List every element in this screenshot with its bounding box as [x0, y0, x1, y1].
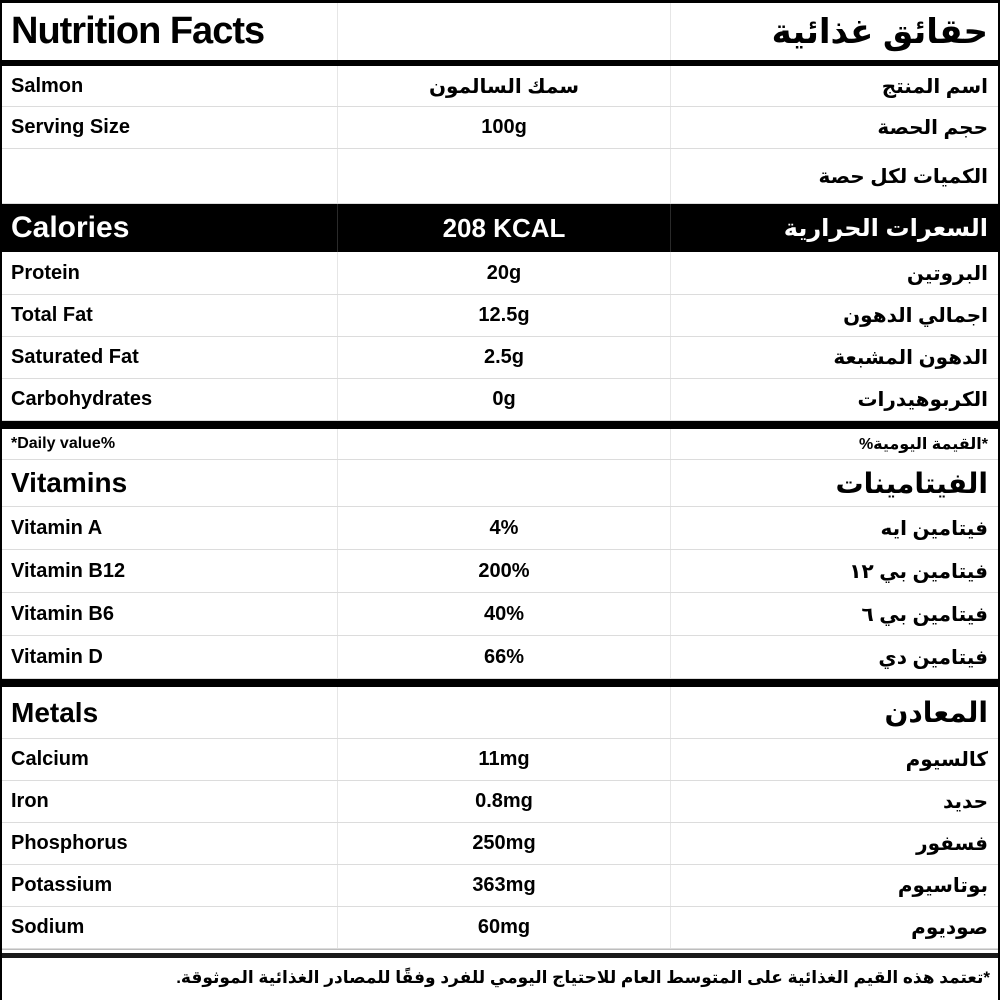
calories-label-ar: السعرات الحرارية	[783, 214, 988, 242]
calories-value: 208 KCAL	[337, 204, 671, 252]
row-saturated-fat: Saturated Fat 2.5g الدهون المشبعة	[2, 337, 998, 379]
divider-header	[2, 60, 998, 66]
protein-value: 20g	[337, 252, 671, 294]
row-amounts-per-serving: الكميات لكل حصة	[2, 149, 998, 204]
row-vitamin-b12: Vitamin B12 200% فيتامين بي ١٢	[2, 550, 998, 593]
row-serving-size: Serving Size 100g حجم الحصة	[2, 107, 998, 149]
row-total-fat: Total Fat 12.5g اجمالي الدهون	[2, 295, 998, 337]
protein-label-en: Protein	[11, 261, 80, 284]
daily-value-spacer	[337, 429, 671, 459]
amounts-value	[337, 149, 671, 203]
row-metals-heading: Metals المعادن	[2, 687, 998, 739]
row-iron: Iron 0.8mg حديد	[2, 781, 998, 823]
sodium-value: 60mg	[337, 907, 671, 948]
saturated-fat-label-en: Saturated Fat	[11, 346, 139, 368]
row-daily-value-note: *Daily value% *القيمة اليومية%	[2, 429, 998, 460]
vitamin-a-value: 4%	[337, 507, 671, 549]
vitamin-b12-label-ar: فيتامين بي ١٢	[849, 560, 988, 583]
phosphorus-value: 250mg	[337, 823, 671, 864]
sodium-label-en: Sodium	[11, 916, 85, 938]
amounts-label-en	[2, 149, 337, 203]
row-vitamin-d: Vitamin D 66% فيتامين دي	[2, 636, 998, 679]
vitamins-heading-spacer	[337, 460, 671, 506]
potassium-label-en: Potassium	[11, 874, 113, 896]
total-fat-label-en: Total Fat	[11, 304, 93, 326]
vitamin-d-label-ar: فيتامين دي	[878, 646, 988, 669]
serving-size-label-ar: حجم الحصة	[877, 117, 988, 139]
divider-metals	[2, 679, 998, 687]
title-spacer	[337, 3, 671, 60]
serving-size-value: 100g	[337, 107, 671, 148]
divider-daily-value	[2, 421, 998, 429]
metals-heading-spacer	[337, 687, 671, 738]
footer-note: *تعتمد هذه القيم الغذائية على المتوسط ال…	[176, 968, 990, 987]
calcium-value: 11mg	[337, 739, 671, 780]
saturated-fat-value: 2.5g	[337, 337, 671, 378]
amounts-label-ar: الكميات لكل حصة	[818, 165, 988, 188]
row-phosphorus: Phosphorus 250mg فسفور	[2, 823, 998, 865]
product-name-label-en: Salmon	[11, 74, 84, 97]
iron-value: 0.8mg	[337, 781, 671, 822]
serving-size-label-en: Serving Size	[11, 116, 130, 138]
saturated-fat-label-ar: الدهون المشبعة	[833, 347, 988, 369]
potassium-label-ar: بوتاسيوم	[897, 875, 988, 897]
row-sodium: Sodium 60mg صوديوم	[2, 907, 998, 949]
daily-value-note-en: *Daily value%	[11, 435, 116, 452]
vitamin-b6-label-en: Vitamin B6	[11, 602, 114, 625]
phosphorus-label-en: Phosphorus	[11, 832, 128, 854]
vitamin-a-label-ar: فيتامين ايه	[880, 517, 988, 540]
title-english: Nutrition Facts	[11, 10, 265, 52]
daily-value-note-ar: *القيمة اليومية%	[858, 436, 988, 453]
row-calories: Calories 208 KCAL السعرات الحرارية	[2, 204, 998, 252]
vitamins-heading-ar: الفيتامينات	[835, 467, 988, 499]
potassium-value: 363mg	[337, 865, 671, 906]
vitamin-d-value: 66%	[337, 636, 671, 678]
row-carbohydrates: Carbohydrates 0g الكربوهيدرات	[2, 379, 998, 421]
divider-footer	[2, 953, 998, 958]
row-potassium: Potassium 363mg بوتاسيوم	[2, 865, 998, 907]
row-product-name: Salmon سمك السالمون اسم المنتج	[2, 66, 998, 107]
sodium-label-ar: صوديوم	[911, 917, 988, 939]
row-vitamin-a: Vitamin A 4% فيتامين ايه	[2, 507, 998, 550]
iron-label-ar: حديد	[942, 791, 988, 813]
carbohydrates-label-ar: الكربوهيدرات	[857, 389, 988, 411]
title-arabic: حقائق غذائية	[771, 12, 988, 51]
vitamin-a-label-en: Vitamin A	[11, 516, 103, 539]
row-calcium: Calcium 11mg كالسيوم	[2, 739, 998, 781]
carbohydrates-label-en: Carbohydrates	[11, 388, 153, 410]
calories-label-en: Calories	[11, 211, 130, 244]
metals-heading-en: Metals	[11, 696, 99, 728]
vitamin-b6-label-ar: فيتامين بي ٦	[861, 603, 988, 626]
row-protein: Protein 20g البروتين	[2, 252, 998, 295]
vitamin-b12-label-en: Vitamin B12	[11, 559, 126, 582]
vitamin-d-label-en: Vitamin D	[11, 645, 103, 668]
carbohydrates-value: 0g	[337, 379, 671, 420]
product-name-value: سمك السالمون	[337, 66, 671, 106]
phosphorus-label-ar: فسفور	[916, 833, 988, 855]
row-vitamin-b6: Vitamin B6 40% فيتامين بي ٦	[2, 593, 998, 636]
vitamins-heading-en: Vitamins	[11, 467, 128, 498]
iron-label-en: Iron	[11, 790, 49, 812]
metals-heading-ar: المعادن	[884, 697, 988, 728]
protein-label-ar: البروتين	[906, 262, 988, 285]
product-name-label-ar: اسم المنتج	[881, 75, 988, 98]
vitamin-b6-value: 40%	[337, 593, 671, 635]
header-row: Nutrition Facts حقائق غذائية	[2, 3, 998, 60]
total-fat-label-ar: اجمالي الدهون	[843, 305, 988, 327]
row-vitamins-heading: Vitamins الفيتامينات	[2, 460, 998, 507]
footer-gap	[2, 949, 998, 953]
vitamin-b12-value: 200%	[337, 550, 671, 592]
calcium-label-ar: كالسيوم	[905, 749, 988, 771]
total-fat-value: 12.5g	[337, 295, 671, 336]
calcium-label-en: Calcium	[11, 748, 89, 770]
